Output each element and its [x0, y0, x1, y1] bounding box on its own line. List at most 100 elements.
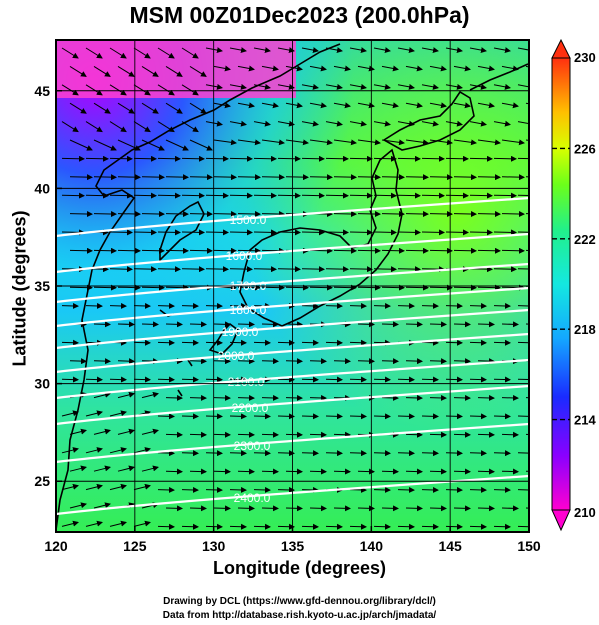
- wind-arrow: [357, 139, 381, 146]
- x-tick-label: 120: [44, 538, 68, 554]
- wind-arrow: [421, 192, 445, 199]
- wind-arrow: [237, 102, 255, 109]
- wind-arrow: [517, 302, 529, 309]
- wind-arrow: [69, 247, 93, 254]
- wind-arrow: [429, 174, 453, 181]
- wind-arrow: [453, 65, 471, 72]
- wind-arrow: [301, 523, 319, 530]
- y-axis-ticks: 25 30 35 40 45: [34, 83, 62, 489]
- wind-arrow: [261, 468, 279, 475]
- wind-arrow: [157, 266, 181, 273]
- wind-arrow: [141, 284, 165, 291]
- wind-arrow: [429, 505, 447, 512]
- wind-arrow: [333, 247, 357, 254]
- contour-line: [56, 384, 529, 426]
- wind-arrow: [133, 483, 151, 491]
- wind-arrow: [397, 83, 415, 90]
- contour-label: 2100.0: [228, 375, 265, 389]
- wind-arrow: [405, 65, 423, 72]
- wind-arrow: [189, 505, 207, 512]
- wind-arrow: [517, 157, 529, 160]
- wind-arrow: [133, 376, 151, 383]
- credit-data-source: Data from http://database.rish.kyoto-u.a…: [162, 610, 437, 621]
- map-title: MSM 00Z01Dec2023 (200.0hPa): [129, 2, 470, 28]
- wind-arrow: [277, 47, 295, 54]
- wind-arrow: [517, 231, 529, 233]
- wind-arrow: [205, 192, 229, 199]
- wind-arrow: [189, 431, 207, 438]
- wind-arrow: [349, 523, 367, 530]
- wind-arrow: [69, 284, 93, 291]
- wind-arrow: [261, 284, 285, 291]
- contour-line: [56, 308, 529, 350]
- wind-arrow: [181, 523, 199, 530]
- wind-arrow: [445, 192, 469, 199]
- wind-arrow: [213, 174, 237, 181]
- contour-label: 1900.0: [222, 325, 259, 339]
- wind-arrow: [261, 431, 279, 438]
- wind-arrow: [445, 83, 463, 90]
- wind-arrow: [261, 321, 279, 328]
- contour-label: 2300.0: [234, 439, 271, 453]
- wind-arrow: [237, 139, 261, 146]
- wind-arrow: [325, 339, 343, 346]
- wind-arrow: [93, 428, 111, 435]
- wind-arrow: [381, 174, 405, 181]
- wind-arrow: [109, 266, 133, 273]
- wind-arrow: [213, 505, 231, 512]
- contour-line: [56, 358, 529, 400]
- wind-arrow: [277, 523, 295, 530]
- wind-arrow: [165, 284, 189, 291]
- contour-label: 2400.0: [234, 491, 271, 505]
- wind-arrow: [181, 376, 199, 383]
- wind-arrow: [117, 284, 141, 291]
- wind-arrow: [61, 84, 79, 96]
- wind-arrow: [93, 284, 117, 291]
- wind-arrow: [133, 520, 151, 527]
- wind-arrow: [189, 139, 213, 151]
- wind-arrow: [157, 339, 175, 346]
- wind-arrow: [501, 65, 519, 72]
- wind-arrow: [229, 302, 247, 309]
- wind-arrow: [493, 339, 511, 346]
- wind-arrow: [205, 229, 229, 236]
- wind-arrow: [373, 486, 391, 493]
- wind-arrow: [181, 192, 205, 199]
- wind-arrow: [261, 358, 279, 365]
- wind-arrow: [61, 483, 79, 491]
- wind-arrow: [165, 247, 189, 254]
- wind-arrow: [85, 483, 103, 491]
- wind-arrow: [109, 410, 127, 417]
- wind-arrow: [117, 428, 135, 435]
- wind-arrow: [469, 413, 487, 420]
- wind-arrow: [349, 302, 367, 309]
- wind-arrow: [189, 210, 213, 217]
- wind-arrow: [85, 121, 103, 133]
- wind-arrow: [165, 394, 183, 401]
- wind-arrow: [237, 358, 255, 365]
- y-tick-label: 35: [34, 278, 50, 294]
- wind-arrow: [165, 139, 189, 151]
- contour-line: [56, 232, 529, 274]
- wind-arrow: [85, 520, 103, 527]
- wind-arrow: [397, 450, 415, 457]
- wind-arrow: [301, 302, 319, 309]
- wind-arrow: [469, 523, 487, 530]
- wind-arrow: [253, 192, 277, 199]
- wind-arrow: [61, 447, 79, 454]
- colorbar-tick-label: 214: [574, 413, 596, 428]
- wind-arrow: [381, 65, 399, 72]
- wind-arrow: [189, 102, 207, 114]
- wind-arrow: [405, 358, 423, 365]
- wind-arrow: [301, 413, 319, 420]
- wind-arrow: [253, 120, 271, 127]
- wind-arrow: [493, 229, 517, 236]
- wind-arrow: [277, 339, 295, 346]
- wind-arrow: [109, 520, 127, 527]
- wind-arrow: [181, 121, 199, 133]
- wind-arrow: [517, 413, 529, 420]
- wind-arrow: [325, 229, 349, 236]
- wind-arrow: [213, 65, 231, 72]
- wind-arrow: [429, 65, 447, 72]
- wind-arrow: [477, 321, 495, 328]
